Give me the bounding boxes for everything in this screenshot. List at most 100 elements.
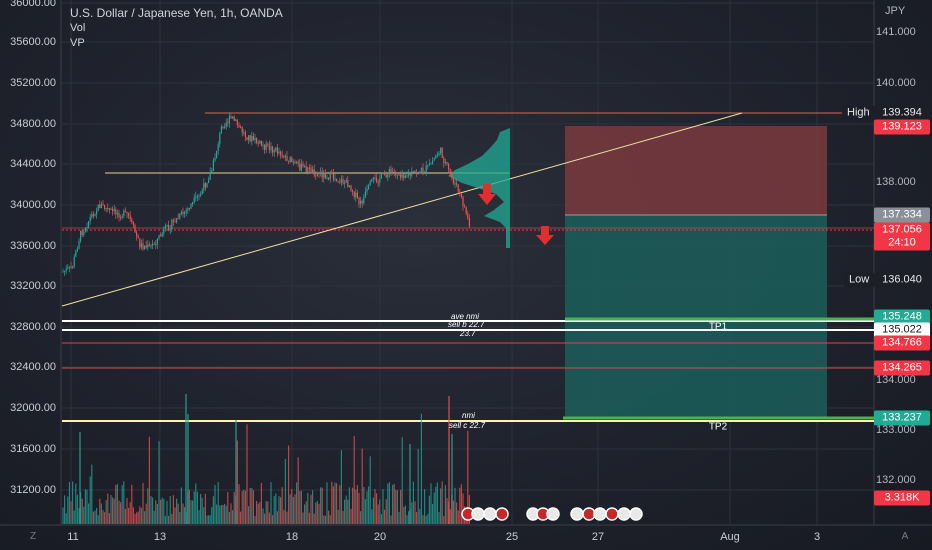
- candle-body: [438, 153, 440, 155]
- level-tag-2: 135.022: [874, 322, 930, 338]
- volume-bar: [265, 500, 267, 524]
- candle-body: [62, 271, 64, 273]
- candle-body: [136, 232, 138, 237]
- volume-bar: [142, 482, 144, 524]
- candle-body: [185, 210, 187, 213]
- candle-body: [174, 221, 176, 223]
- candle-body: [376, 177, 378, 183]
- volume-bar: [377, 504, 379, 524]
- left-axis-tick: 34000.00: [10, 199, 56, 211]
- volume-bar: [326, 482, 328, 524]
- candle-body: [176, 218, 178, 223]
- candle-body: [153, 243, 155, 245]
- volume-bar: [216, 504, 218, 524]
- current-price-tag: 137.056: [874, 222, 930, 238]
- volume-bar: [289, 494, 291, 524]
- candle-body: [86, 227, 88, 229]
- candle-body: [400, 174, 402, 178]
- candle-body: [428, 163, 430, 166]
- volume-bar: [200, 493, 202, 524]
- volume-bar: [112, 497, 114, 524]
- volume-bar: [433, 492, 435, 524]
- candle-body: [201, 189, 203, 195]
- candle-body: [284, 155, 286, 157]
- candle-body: [128, 213, 130, 216]
- symbol-title[interactable]: U.S. Dollar / Japanese Yen, 1h, OANDA: [70, 6, 283, 20]
- take-profit-zone[interactable]: [565, 215, 827, 418]
- volume-bar: [430, 483, 432, 524]
- volume-bar: [73, 510, 75, 524]
- stop-price-tag: 139.123: [874, 119, 930, 135]
- volume-bar: [350, 508, 352, 524]
- down-arrow-icon: [478, 184, 496, 205]
- volume-bar: [268, 512, 270, 524]
- candle-body: [292, 161, 294, 163]
- candle-body: [273, 150, 275, 153]
- volume-bar: [192, 500, 194, 524]
- volume-bar: [392, 484, 394, 524]
- candle-body: [432, 160, 434, 164]
- auto-scale-button[interactable]: A: [901, 531, 909, 542]
- candle-body: [121, 216, 123, 218]
- volume-bar: [358, 492, 360, 524]
- candle-body: [140, 243, 142, 248]
- candle-body: [422, 167, 424, 172]
- volume-bar: [139, 506, 141, 524]
- candle-body: [232, 116, 234, 119]
- candle-body: [83, 231, 85, 235]
- volume-profile-label[interactable]: VP: [70, 37, 85, 49]
- volume-bar: [416, 512, 418, 524]
- candle-body: [112, 208, 114, 212]
- candle-body: [236, 119, 238, 126]
- scale-left-button[interactable]: Z: [29, 531, 37, 542]
- volume-bar: [241, 491, 243, 524]
- volume-bar: [302, 512, 304, 524]
- volume-bar: [147, 488, 149, 524]
- volume-indicator-label[interactable]: Vol: [70, 22, 86, 34]
- volume-profile[interactable]: [448, 128, 510, 248]
- down-arrow-icon: [536, 226, 554, 245]
- volume-bar: [193, 491, 195, 524]
- level-tag-3: 134.766: [874, 335, 930, 351]
- volume-bar: [118, 500, 120, 524]
- event-markers[interactable]: [461, 507, 643, 521]
- stop-loss-zone[interactable]: [565, 126, 827, 215]
- candle-body: [73, 256, 75, 267]
- candle-body: [324, 172, 326, 179]
- price-candles[interactable]: [62, 112, 470, 276]
- candle-body: [401, 174, 403, 178]
- candle-body: [70, 266, 72, 268]
- candle-body: [433, 158, 435, 161]
- candle-body: [406, 175, 408, 177]
- volume-bar: [452, 500, 454, 524]
- volume-bar: [169, 496, 171, 524]
- candle-body: [291, 157, 293, 163]
- volume-bar: [104, 512, 106, 524]
- trendline[interactable]: [61, 112, 743, 307]
- volume-bar: [81, 498, 83, 524]
- left-axis-tick: 31600.00: [10, 443, 56, 455]
- volume-bar: [288, 445, 290, 524]
- candle-body: [228, 116, 230, 123]
- volume-bar: [400, 489, 402, 524]
- candle-body: [150, 245, 152, 247]
- volume-bar: [436, 482, 438, 524]
- volume-bars[interactable]: [62, 394, 470, 524]
- candle-body: [113, 209, 115, 212]
- candle-body: [444, 161, 446, 163]
- volume-bar: [292, 496, 294, 524]
- candle-body: [246, 137, 248, 141]
- time-axis-tick: Aug: [720, 531, 740, 543]
- candle-body: [358, 197, 360, 205]
- level-tag-4: 134.265: [874, 360, 930, 376]
- volume-bar: [345, 495, 347, 524]
- volume-bar: [408, 511, 410, 524]
- candle-body: [307, 167, 309, 173]
- candle-body: [171, 220, 173, 230]
- candle-body: [240, 127, 242, 129]
- volume-bar: [304, 504, 306, 524]
- candle-body: [180, 212, 182, 214]
- candle-body: [220, 126, 222, 133]
